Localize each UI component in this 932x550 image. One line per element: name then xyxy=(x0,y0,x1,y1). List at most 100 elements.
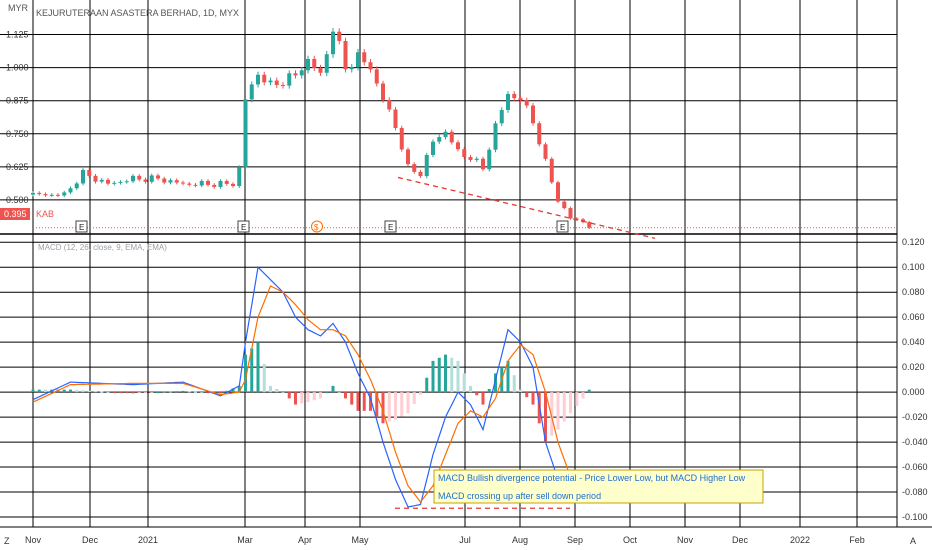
candle-body xyxy=(324,54,329,73)
earnings-marker[interactable]: E xyxy=(237,220,250,233)
candle-body xyxy=(481,158,485,170)
candle-body xyxy=(318,67,323,73)
candle-body xyxy=(256,74,260,85)
candle-body xyxy=(343,40,348,70)
candle-body xyxy=(512,93,517,99)
svg-text:E: E xyxy=(241,223,246,232)
histogram-bar xyxy=(306,392,310,403)
histogram-bar xyxy=(269,385,272,393)
histogram-bar xyxy=(231,388,235,393)
candle-body xyxy=(349,67,354,70)
annotation-note[interactable]: MACD Bullish divergence potential - Pric… xyxy=(433,469,764,504)
histogram-bar xyxy=(325,392,329,394)
corner-label-left[interactable]: Z xyxy=(4,536,10,546)
histogram-bar xyxy=(300,392,304,404)
candle-body xyxy=(243,99,248,168)
histogram-bar xyxy=(294,392,297,405)
symbol-header[interactable]: MYR KEJURUTERAAN ASASTERA BERHAD, 1D, MY… xyxy=(4,3,239,18)
candle-body xyxy=(437,137,442,142)
candle-body xyxy=(368,62,373,70)
histogram-bar xyxy=(275,388,279,393)
histogram-bar xyxy=(181,390,185,393)
macd-tick-label: 0.000 xyxy=(902,387,925,397)
histogram-bar xyxy=(587,389,591,393)
candle-body xyxy=(168,180,173,183)
candle-body xyxy=(356,52,360,68)
histogram-bar xyxy=(444,354,447,393)
signal-line xyxy=(32,285,590,503)
candle-body xyxy=(268,80,273,83)
histogram-bar xyxy=(419,392,422,395)
candle-body xyxy=(231,183,235,187)
histogram-bar xyxy=(331,385,335,393)
candle-body xyxy=(406,149,410,165)
macd-tick-label: 0.020 xyxy=(902,362,925,372)
candle-body xyxy=(337,31,342,41)
histogram-bar xyxy=(287,392,291,399)
annotation-line-2: MACD crossing up after sell down period xyxy=(438,491,601,501)
macd-tick-label: -0.060 xyxy=(902,462,928,472)
time-tick-label: Mar xyxy=(237,535,253,545)
histogram-bar xyxy=(31,389,35,393)
dividend-marker[interactable]: $ xyxy=(311,220,323,233)
histogram-bar xyxy=(369,392,372,411)
candle-body xyxy=(81,169,85,184)
macd-line xyxy=(32,265,590,508)
macd-tick-label: 0.080 xyxy=(902,287,925,297)
macd-tick-label: 0.060 xyxy=(902,312,925,322)
time-tick-label: May xyxy=(351,535,369,545)
candle-body xyxy=(93,175,98,182)
time-tick-label: Apr xyxy=(298,535,312,545)
candle-body xyxy=(293,73,298,76)
candle-body xyxy=(381,83,385,100)
corner-label-right[interactable]: A xyxy=(910,536,916,546)
time-tick-label: Sep xyxy=(567,535,583,545)
last-price-value: 0.395 xyxy=(4,209,27,219)
macd-axis: 0.120 0.100 0.080 0.060 0.040 0.020 0.000 -0.02… xyxy=(902,237,928,522)
currency-label: MYR xyxy=(8,3,29,13)
histogram-bar xyxy=(125,392,129,394)
histogram-bar xyxy=(100,391,104,393)
histogram-bar xyxy=(237,385,241,393)
histogram-bar xyxy=(494,373,497,393)
histogram-bar xyxy=(337,392,341,394)
histogram-bar xyxy=(162,391,166,393)
histogram-bar xyxy=(244,354,247,393)
macd-tick-label: 0.120 xyxy=(902,237,925,247)
histogram-bar xyxy=(150,392,154,394)
histogram-bar xyxy=(350,392,354,405)
candle-body xyxy=(474,158,479,160)
candle-body xyxy=(568,208,573,219)
histogram-bar xyxy=(106,391,110,393)
candle-body xyxy=(212,184,217,187)
histogram-bar xyxy=(412,392,416,404)
price-candles xyxy=(31,28,897,229)
candle-body xyxy=(537,123,542,145)
candle-body xyxy=(499,109,504,124)
candle-body xyxy=(449,131,454,143)
annotation-line-1: MACD Bullish divergence potential - Pric… xyxy=(438,473,746,483)
histogram-bar xyxy=(519,389,522,393)
candle-body xyxy=(306,58,310,71)
candle-body xyxy=(462,149,467,157)
histogram-bar xyxy=(456,360,460,393)
last-price-symbol: KAB xyxy=(36,209,54,219)
histogram-bar xyxy=(450,357,454,393)
candle-body xyxy=(443,131,448,138)
last-price-marker: 0.395 KAB xyxy=(0,208,54,220)
indicator-label[interactable]: MACD (12, 26, close, 9, EMA, EMA) xyxy=(38,243,167,252)
macd-histogram xyxy=(31,342,591,443)
time-tick-label: Dec xyxy=(82,535,99,545)
histogram-bar xyxy=(562,392,566,422)
earnings-marker[interactable]: E xyxy=(75,220,88,233)
earnings-marker[interactable]: E xyxy=(384,220,397,233)
histogram-bar xyxy=(137,392,141,394)
price-trendline xyxy=(397,176,656,239)
histogram-bar xyxy=(381,392,385,424)
histogram-bar xyxy=(487,388,491,393)
candle-body xyxy=(62,192,67,196)
earnings-marker[interactable]: E xyxy=(556,220,569,233)
histogram-bar xyxy=(75,389,79,393)
candle-body xyxy=(299,70,304,76)
candle-body xyxy=(87,169,92,176)
